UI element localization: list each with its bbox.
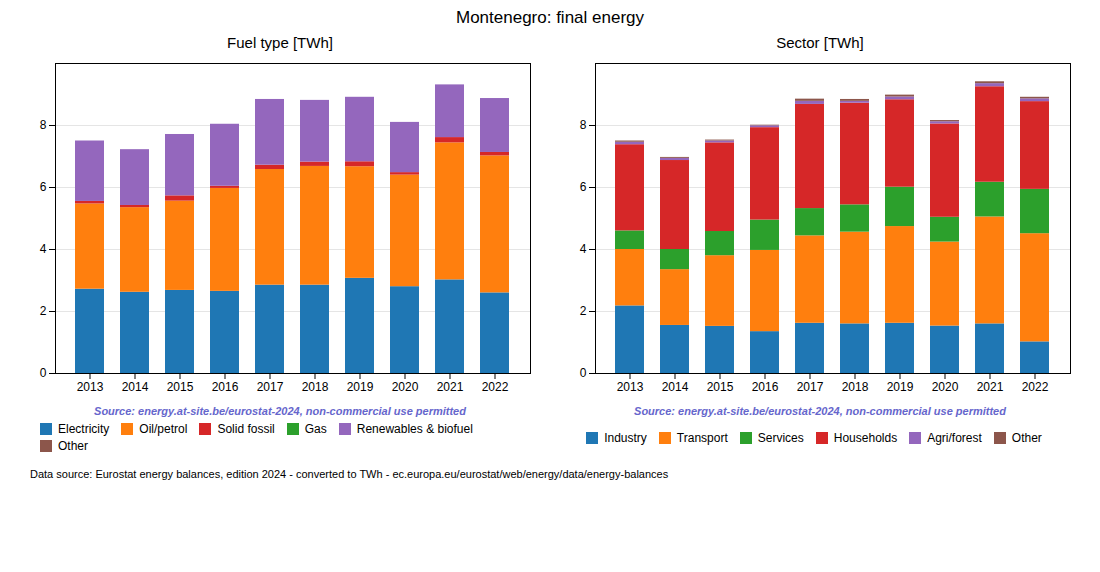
svg-text:2018: 2018 bbox=[842, 380, 869, 394]
svg-text:4: 4 bbox=[40, 242, 47, 256]
svg-text:4: 4 bbox=[580, 242, 587, 256]
html-text:Sector [TWh]: Sector [TWh] bbox=[776, 34, 864, 51]
html-text:Solid fossil: Solid fossil bbox=[217, 422, 275, 437]
svg-text:2013: 2013 bbox=[617, 380, 644, 394]
html-text:Other: Other bbox=[1011, 430, 1042, 445]
svg-text:2021: 2021 bbox=[977, 380, 1004, 394]
html-text:Data source: Eurostat energy b: Data source: Eurostat energy balances, e… bbox=[30, 468, 669, 480]
html-text:Source: energy.at-site.be/euro: Source: energy.at-site.be/eurostat-2024,… bbox=[94, 405, 466, 417]
svg-text:2014: 2014 bbox=[122, 380, 149, 394]
svg-text:6: 6 bbox=[40, 180, 47, 194]
html-text:Oil/petrol: Oil/petrol bbox=[139, 422, 188, 437]
svg-text:2014: 2014 bbox=[662, 380, 689, 394]
html-text:Households: Households bbox=[833, 430, 898, 445]
html-text:Source: energy.at-site.be/euro: Source: energy.at-site.be/eurostat-2024,… bbox=[634, 405, 1006, 417]
svg-text:8: 8 bbox=[580, 118, 587, 132]
html-text:Other: Other bbox=[58, 438, 88, 453]
html-text:Montenegro: final energy: Montenegro: final energy bbox=[456, 8, 644, 27]
html-text:Transport: Transport bbox=[676, 430, 728, 445]
html-text:Fuel type [TWh]: Fuel type [TWh] bbox=[227, 34, 333, 51]
svg-text:2017: 2017 bbox=[797, 380, 824, 394]
svg-text:2: 2 bbox=[580, 304, 587, 318]
svg-text:0: 0 bbox=[40, 366, 47, 380]
svg-text:2: 2 bbox=[40, 304, 47, 318]
svg-text:2017: 2017 bbox=[257, 380, 284, 394]
html-text:Agri/forest: Agri/forest bbox=[927, 430, 982, 445]
svg-text:2022: 2022 bbox=[482, 380, 509, 394]
svg-text:2015: 2015 bbox=[707, 380, 734, 394]
svg-text:2022: 2022 bbox=[1022, 380, 1049, 394]
svg-text:2020: 2020 bbox=[392, 380, 419, 394]
svg-text:2015: 2015 bbox=[167, 380, 194, 394]
svg-text:2016: 2016 bbox=[752, 380, 779, 394]
svg-text:2018: 2018 bbox=[302, 380, 329, 394]
svg-text:2021: 2021 bbox=[437, 380, 464, 394]
html-text:Services: Services bbox=[757, 430, 804, 445]
html-text:Gas: Gas bbox=[304, 422, 327, 437]
svg-text:2019: 2019 bbox=[347, 380, 374, 394]
svg-text:2020: 2020 bbox=[932, 380, 959, 394]
html-text:Electricity: Electricity bbox=[58, 422, 110, 437]
svg-text:6: 6 bbox=[580, 180, 587, 194]
svg-text:2019: 2019 bbox=[887, 380, 914, 394]
svg-text:8: 8 bbox=[40, 118, 47, 132]
html-text:Industry: Industry bbox=[604, 430, 647, 445]
svg-text:2013: 2013 bbox=[77, 380, 104, 394]
svg-text:2016: 2016 bbox=[212, 380, 239, 394]
svg-text:0: 0 bbox=[580, 366, 587, 380]
html-text:Renewables & biofuel: Renewables & biofuel bbox=[356, 422, 473, 437]
